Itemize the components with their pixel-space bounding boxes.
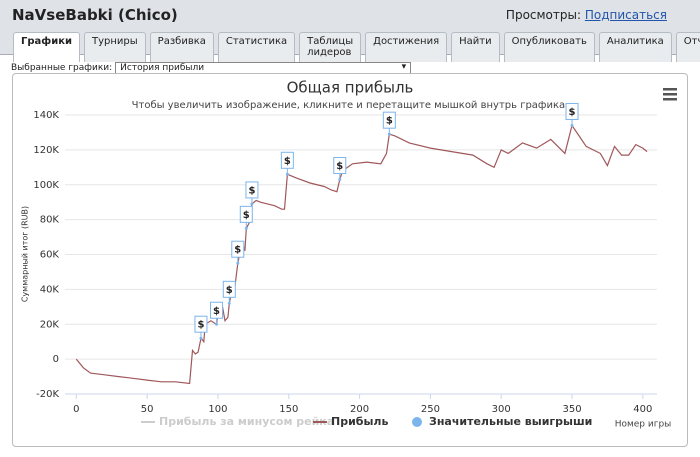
y-tick-label: 60K xyxy=(40,250,60,261)
flag-label: $ xyxy=(243,210,250,221)
y-tick-label: 140K xyxy=(33,110,59,121)
y-tick-label: 40K xyxy=(40,284,60,295)
significant-win: $ xyxy=(333,157,347,182)
tab[interactable]: Разбивка xyxy=(149,32,214,62)
flag-label: $ xyxy=(197,320,204,331)
tab-bar: Графики Турниры Разбивка Статистика Таблицы … xyxy=(13,32,700,62)
legend-symbol xyxy=(412,417,422,427)
flag xyxy=(210,301,224,319)
win-point xyxy=(338,178,342,182)
tab[interactable]: Статистика xyxy=(217,32,296,62)
significant-win: $ xyxy=(565,102,579,127)
tab[interactable]: Аналитика xyxy=(598,32,672,62)
legend-label: Прибыль xyxy=(331,415,388,428)
x-tick-label: 200 xyxy=(350,404,369,415)
tab[interactable]: Достижения xyxy=(365,32,448,62)
flag-label: $ xyxy=(284,156,291,167)
flag-label: $ xyxy=(213,306,220,317)
significant-win: $ xyxy=(231,240,245,265)
views: Просмотры: Подписаться xyxy=(506,8,667,22)
flag-label: $ xyxy=(226,285,233,296)
views-label: Просмотры: xyxy=(505,8,582,22)
profit-line xyxy=(75,124,648,385)
flag xyxy=(565,102,579,120)
flag xyxy=(222,280,236,298)
x-tick-label: 300 xyxy=(492,404,511,415)
flag xyxy=(382,111,396,129)
significant-win: $ xyxy=(194,315,208,340)
y-tick-label: 0 xyxy=(53,354,59,365)
flag-label: $ xyxy=(569,107,576,118)
legend-label: Значительные выигрыши xyxy=(429,415,592,428)
tab[interactable]: Графики xyxy=(13,32,81,62)
tab[interactable]: Найти xyxy=(451,32,500,62)
y-tick-label: -20K xyxy=(36,389,59,400)
x-tick-label: 0 xyxy=(73,404,79,415)
x-axis-label: Номер игры xyxy=(615,420,672,430)
y-tick-label: 80K xyxy=(40,215,60,226)
chart: Общая прибыль Чтобы увеличить изображени… xyxy=(12,73,688,447)
flag xyxy=(280,151,294,169)
legend-item[interactable]: Значительные выигрыши xyxy=(412,415,592,428)
x-tick-label: 100 xyxy=(208,404,227,415)
significant-win: $ xyxy=(382,111,396,136)
legend-item[interactable]: Прибыль xyxy=(313,415,388,428)
x-tick-label: 350 xyxy=(562,404,581,415)
y-tick-label: 100K xyxy=(33,180,59,191)
x-tick-label: 400 xyxy=(633,404,652,415)
x-tick-label: 50 xyxy=(141,404,154,415)
win-point xyxy=(199,336,203,340)
header: NaVseBabki (Chico) Просмотры: Подписатьс… xyxy=(0,0,700,62)
chart-subtitle: Чтобы увеличить изображение, кликните и … xyxy=(132,100,569,111)
flag-label: $ xyxy=(336,161,343,172)
subscribe-link[interactable]: Подписаться xyxy=(584,8,667,22)
x-tick-label: 250 xyxy=(421,404,440,415)
flag-label: $ xyxy=(386,116,393,127)
significant-win: $ xyxy=(280,151,294,176)
flag xyxy=(333,157,347,175)
flag xyxy=(239,205,253,223)
win-point xyxy=(387,132,391,136)
significant-win: $ xyxy=(210,301,224,326)
win-point xyxy=(285,172,289,176)
significant-win: $ xyxy=(222,280,236,305)
flag xyxy=(231,240,245,258)
win-point xyxy=(227,301,231,305)
flag-label: $ xyxy=(248,185,255,196)
flag xyxy=(245,181,259,199)
flag xyxy=(194,315,208,333)
win-point xyxy=(236,261,240,265)
tab[interactable]: Отчёты xyxy=(675,32,700,62)
tab[interactable]: Опубликовать xyxy=(503,32,595,62)
tab[interactable]: Таблицы лидеров xyxy=(299,32,362,62)
selector-label: Выбранные графики: xyxy=(11,63,113,73)
tab[interactable]: Турниры xyxy=(84,32,146,62)
win-point xyxy=(250,202,254,206)
significant-win: $ xyxy=(245,181,259,206)
menu-icon[interactable] xyxy=(663,88,677,101)
win-point xyxy=(215,322,219,326)
flag-label: $ xyxy=(234,245,241,256)
x-tick-label: 150 xyxy=(279,404,298,415)
y-tick-label: 120K xyxy=(33,145,59,156)
legend-label: Прибыль за минусом рейка xyxy=(159,415,334,428)
win-point xyxy=(570,123,574,127)
chart-title: Общая прибыль xyxy=(287,79,414,97)
significant-win: $ xyxy=(239,205,253,230)
profile-title: NaVseBabki (Chico) xyxy=(12,6,178,24)
y-tick-label: 20K xyxy=(40,319,60,330)
legend-item[interactable]: Прибыль за минусом рейка xyxy=(141,415,334,428)
y-axis-label: Суммарный итог (RUB) xyxy=(21,206,30,302)
win-point xyxy=(244,226,248,230)
